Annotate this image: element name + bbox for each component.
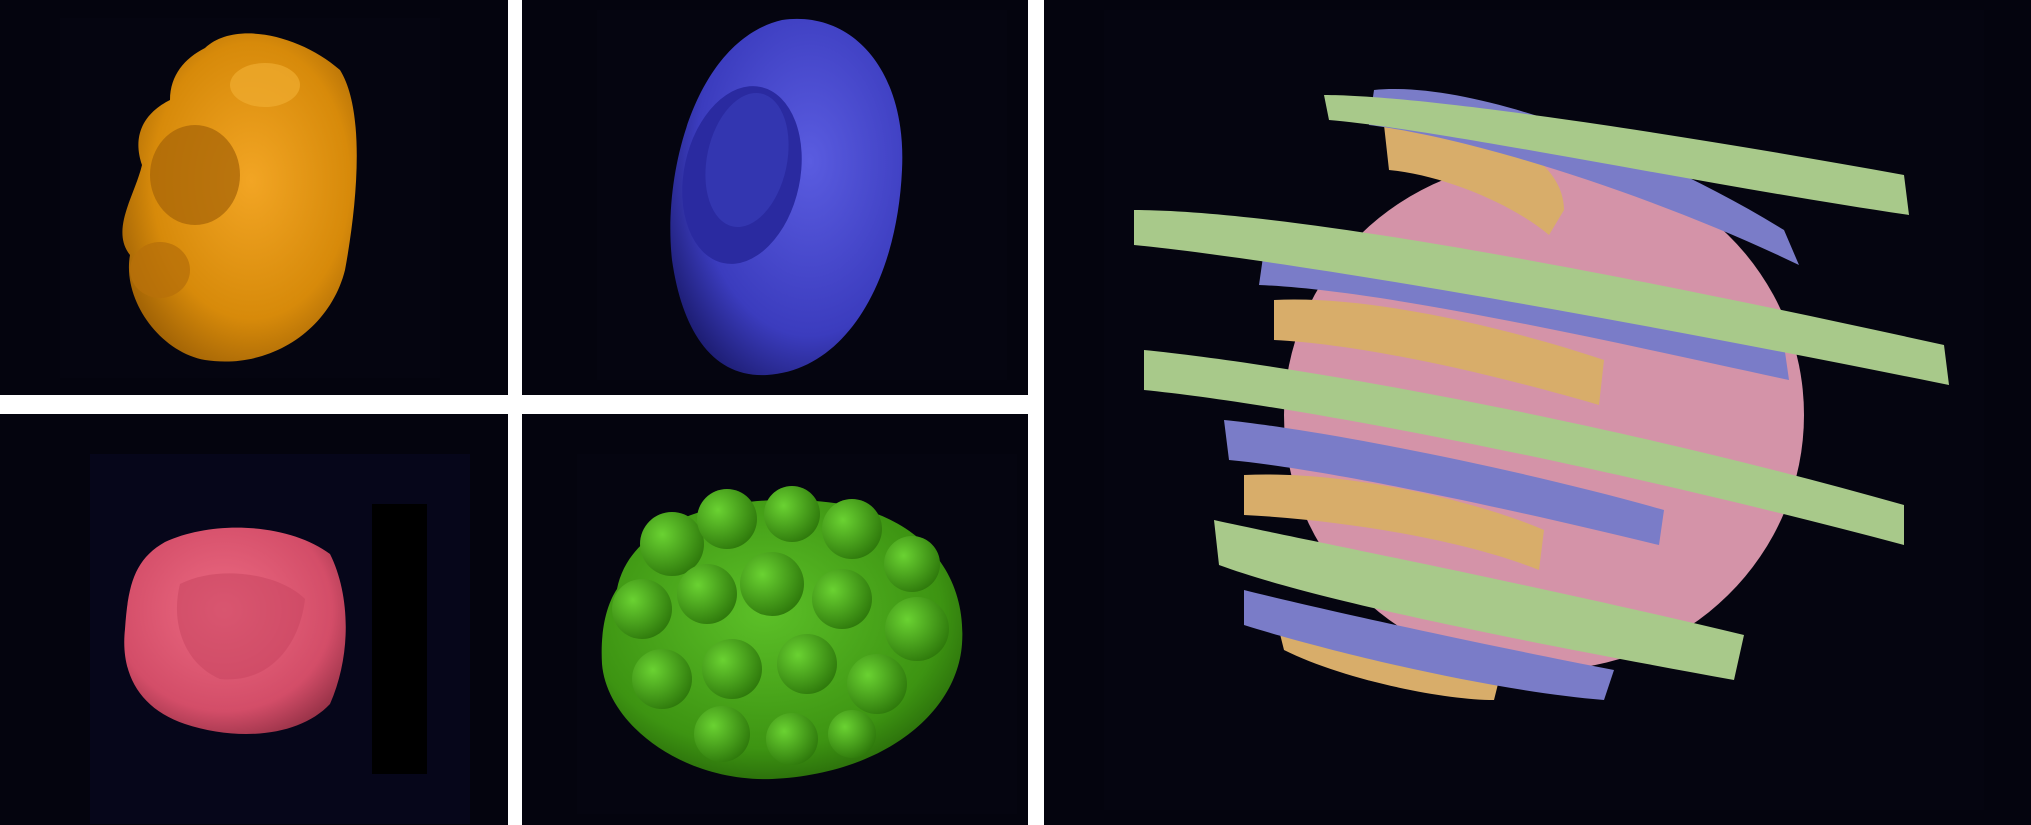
orange-lower-lobe [130,242,190,298]
blue-structure-panel [522,0,1028,395]
pink-surface-texture [176,573,305,680]
blue-cup-floor [705,92,789,228]
green-slabs [1134,95,1949,680]
green-structure-panel [522,414,1028,825]
orange-cavity [150,125,240,225]
orange-structure-render [60,18,440,378]
blue-structure-render [597,10,1007,380]
pink-structure-panel [0,414,508,825]
pink-structure-render [90,454,470,824]
orange-top-lobe [230,63,300,107]
combined-structure-render [1104,10,1984,810]
combined-structure-panel [1044,0,2031,825]
pink-panel-shadow [372,504,427,774]
green-bubbles [612,486,949,765]
green-structure-render [577,454,1017,814]
orange-structure-panel [0,0,508,395]
